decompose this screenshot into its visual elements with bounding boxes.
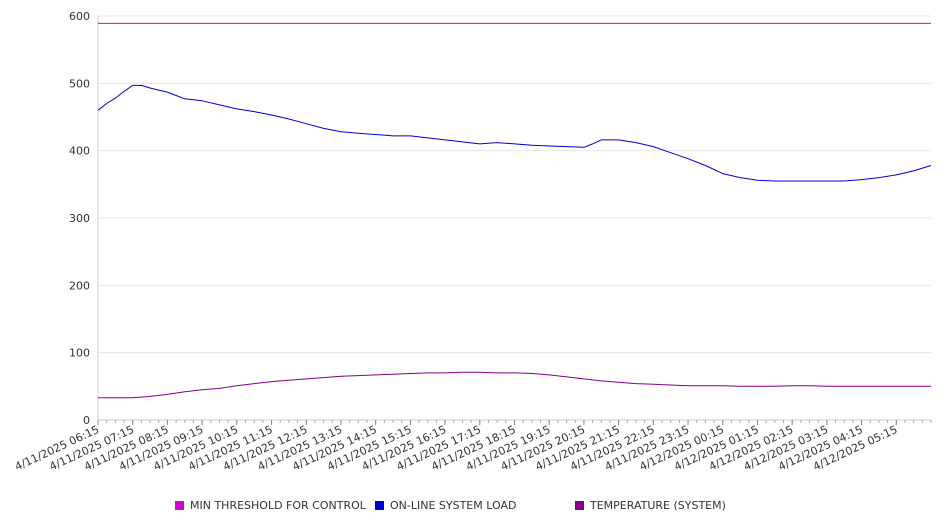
y-tick-label: 200 xyxy=(69,279,90,292)
y-tick-label: 0 xyxy=(83,414,90,427)
legend-label-temperature: TEMPERATURE (SYSTEM) xyxy=(590,499,726,512)
y-tick-label: 500 xyxy=(69,77,90,90)
legend-item-min-threshold[interactable]: MIN THRESHOLD FOR CONTROL xyxy=(175,498,366,514)
legend-item-system-load[interactable]: ON-LINE SYSTEM LOAD xyxy=(375,498,516,514)
legend-swatch-temperature xyxy=(575,501,584,510)
legend-item-temperature[interactable]: TEMPERATURE (SYSTEM) xyxy=(575,498,726,514)
series-line-2 xyxy=(98,371,931,399)
y-tick-label: 100 xyxy=(69,347,90,360)
legend-swatch-system-load xyxy=(375,501,384,510)
legend-swatch-min-threshold xyxy=(175,501,184,510)
legend-label-system-load: ON-LINE SYSTEM LOAD xyxy=(390,499,517,512)
y-tick-label: 600 xyxy=(69,10,90,23)
y-tick-label: 400 xyxy=(69,145,90,158)
chart-legend: MIN THRESHOLD FOR CONTROL ON-LINE SYSTEM… xyxy=(175,498,875,514)
y-tick-label: 300 xyxy=(69,212,90,225)
legend-label-min-threshold: MIN THRESHOLD FOR CONTROL xyxy=(190,499,366,512)
series-line-1 xyxy=(97,84,932,182)
